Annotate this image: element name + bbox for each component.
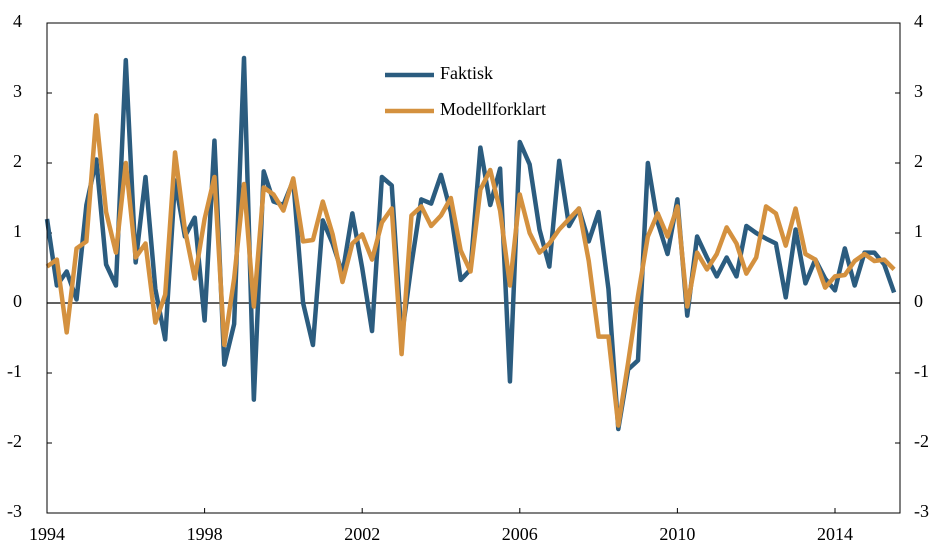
x-tick-label: 2006 (502, 524, 538, 544)
y-tick-label: -1 (7, 361, 22, 381)
y-tick-label: 1 (13, 221, 22, 241)
plot-frame (46, 22, 901, 514)
legend-label: Modellforklart (440, 99, 546, 119)
y2-tick-label: -3 (914, 501, 929, 521)
y-tick-label: -3 (7, 501, 22, 521)
x-tick-label: 1994 (29, 524, 65, 544)
x-tick-label: 2010 (659, 524, 695, 544)
y2-tick-label: 2 (914, 151, 923, 171)
legend-label: Faktisk (440, 63, 493, 83)
y2-tick-label: 4 (914, 11, 923, 31)
y-tick-label: 3 (13, 81, 22, 101)
x-tick-label: 2014 (817, 524, 853, 544)
y-tick-label: 0 (13, 291, 22, 311)
y2-tick-label: 1 (914, 221, 923, 241)
x-tick-label: 2002 (344, 524, 380, 544)
y2-tick-label: -1 (914, 361, 929, 381)
y-tick-label: -2 (7, 431, 22, 451)
y-tick-label: 2 (13, 151, 22, 171)
y2-tick-label: 3 (914, 81, 923, 101)
y-tick-label: 4 (13, 11, 22, 31)
y2-tick-label: 0 (914, 291, 923, 311)
series-line (45, 113, 896, 428)
y2-tick-label: -2 (914, 431, 929, 451)
x-tick-label: 1998 (187, 524, 223, 544)
